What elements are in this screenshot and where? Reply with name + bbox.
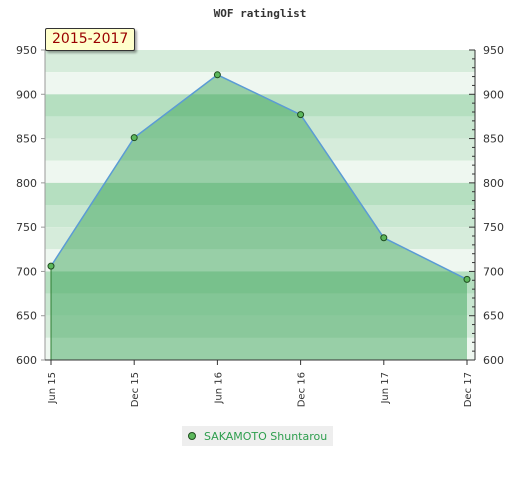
- background-band: [45, 271, 475, 294]
- series-markers: [47, 71, 471, 283]
- y-tick-label-right: 700: [483, 265, 504, 278]
- background-band: [45, 50, 475, 73]
- data-point: [130, 134, 138, 142]
- background-band: [45, 138, 475, 161]
- y-tick-label-right: 650: [483, 310, 504, 323]
- y-tick-label-left: 700: [16, 265, 37, 278]
- background-band: [45, 94, 475, 117]
- y-tick-label-left: 600: [16, 354, 37, 367]
- x-tick-label: Jun 16: [213, 372, 224, 405]
- y-tick-label-right: 850: [483, 133, 504, 146]
- y-tick-label-left: 750: [16, 221, 37, 234]
- series-area: [51, 74, 467, 361]
- background-band: [45, 315, 475, 338]
- period-label: 2015-2017: [45, 28, 136, 51]
- x-tick-label: Dec 17: [463, 372, 474, 407]
- y-tick-label-right: 750: [483, 221, 504, 234]
- y-tick-label-right: 900: [483, 88, 504, 101]
- background-band: [45, 72, 475, 95]
- y-tick-label-left: 900: [16, 88, 37, 101]
- data-point: [297, 111, 305, 119]
- background-band: [45, 182, 475, 205]
- background-band: [45, 249, 475, 272]
- series-line: [50, 73, 468, 281]
- background-band: [45, 205, 475, 228]
- x-tick-label: Dec 16: [297, 372, 308, 407]
- x-tick-label: Jun 17: [380, 372, 391, 405]
- y-axis-right: 600 650 700 750 800 850 900 950: [469, 44, 504, 367]
- background-bands: [45, 50, 475, 360]
- y-tick-label-left: 650: [16, 310, 37, 323]
- y-tick-label-left: 850: [16, 133, 37, 146]
- y-tick-label-right: 600: [483, 354, 504, 367]
- background-band: [45, 160, 475, 183]
- background-band: [45, 116, 475, 139]
- data-point: [380, 234, 388, 242]
- chart-title: WOF ratinglist: [214, 7, 307, 20]
- legend[interactable]: SAKAMOTO Shuntarou: [182, 426, 334, 446]
- data-point: [213, 71, 221, 79]
- background-band: [45, 293, 475, 316]
- y-tick-label-right: 950: [483, 44, 504, 57]
- legend-label: SAKAMOTO Shuntarou: [204, 429, 328, 443]
- y-tick-label-left: 950: [16, 44, 37, 57]
- data-point: [463, 275, 471, 283]
- background-band: [45, 227, 475, 250]
- y-tick-label-right: 800: [483, 177, 504, 190]
- x-tick-label: Jun 15: [47, 372, 58, 405]
- x-axis: Jun 15 Dec 15 Jun 16 Dec 16 Jun 17 Dec 17: [45, 359, 475, 407]
- legend-marker-icon: [188, 432, 196, 440]
- data-point: [47, 262, 55, 270]
- background-band: [45, 337, 475, 360]
- y-axis-left: 600 650 700 750 800 850 900 950: [16, 44, 46, 367]
- y-tick-label-left: 800: [16, 177, 37, 190]
- x-tick-label: Dec 15: [130, 372, 141, 407]
